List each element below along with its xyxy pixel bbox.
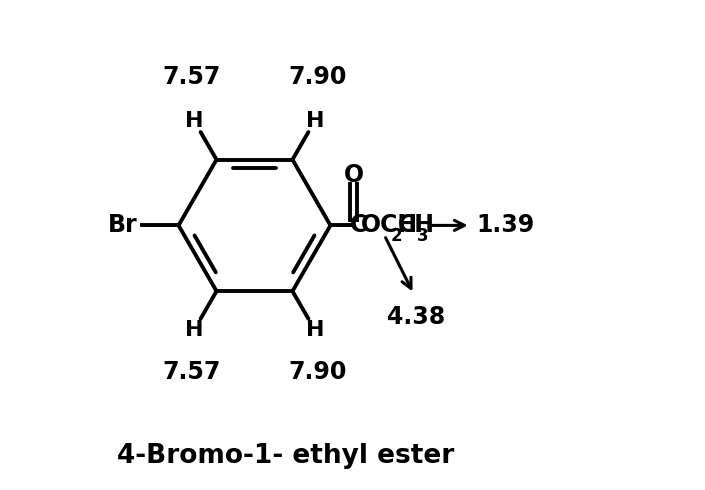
Text: 4-Bromo-1- ethyl ester: 4-Bromo-1- ethyl ester xyxy=(117,442,455,469)
Text: H: H xyxy=(185,320,204,340)
Text: 7.57: 7.57 xyxy=(163,65,221,89)
Text: OCH: OCH xyxy=(361,214,418,237)
Text: H: H xyxy=(305,111,324,131)
Text: 2: 2 xyxy=(391,227,402,245)
Text: 1.39: 1.39 xyxy=(477,214,534,237)
Text: 7.57: 7.57 xyxy=(163,360,221,384)
Text: C: C xyxy=(350,214,367,237)
Text: 3: 3 xyxy=(417,227,429,245)
Text: Br: Br xyxy=(109,214,138,237)
Text: 7.90: 7.90 xyxy=(288,65,346,89)
Text: 4.38: 4.38 xyxy=(387,305,446,329)
Text: O: O xyxy=(343,163,364,187)
Text: 7.90: 7.90 xyxy=(288,360,346,384)
Text: H: H xyxy=(185,111,204,131)
Text: CH: CH xyxy=(398,214,435,237)
Text: H: H xyxy=(305,320,324,340)
